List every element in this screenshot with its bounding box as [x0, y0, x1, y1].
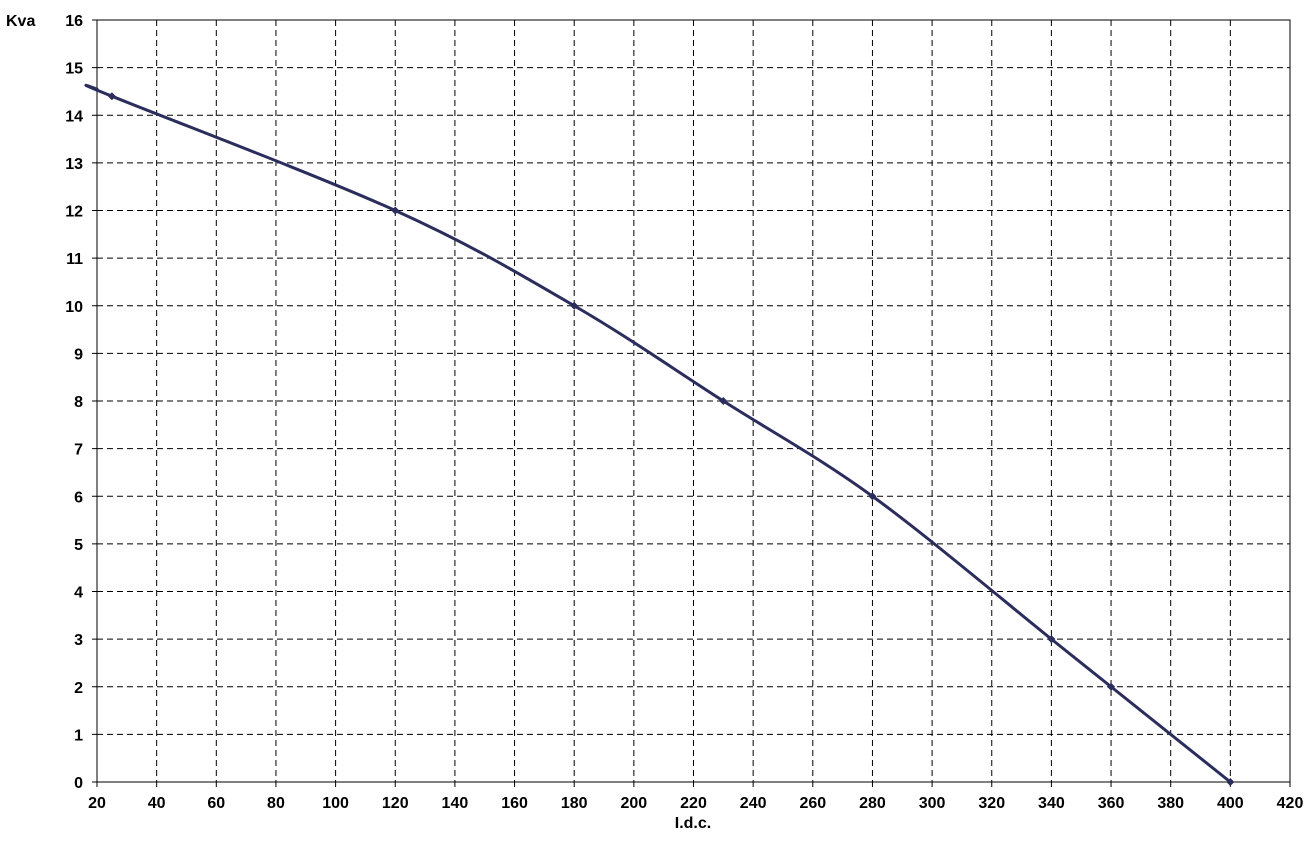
series	[84, 83, 1235, 786]
x-tick-label: 20	[88, 795, 106, 812]
x-tick-label: 160	[501, 795, 528, 812]
y-axis-label: Kva	[6, 13, 35, 30]
y-tick-label: 5	[74, 537, 83, 554]
grid	[97, 20, 1290, 782]
axes	[92, 19, 1291, 787]
x-tick-label: 320	[978, 795, 1005, 812]
x-tick-label: 180	[561, 795, 588, 812]
y-tick-label: 14	[65, 108, 83, 125]
data-point	[107, 92, 116, 101]
data-point	[719, 397, 728, 405]
data-point	[1226, 778, 1235, 786]
x-axis-label: I.d.c.	[675, 815, 711, 832]
x-tick-label: 300	[919, 795, 946, 812]
y-tick-label: 3	[74, 632, 83, 649]
x-tick-label: 360	[1098, 795, 1125, 812]
x-tick-label: 200	[620, 795, 647, 812]
data-point	[868, 492, 877, 501]
data-point	[391, 206, 400, 215]
x-tick-label: 400	[1217, 795, 1244, 812]
plot-frame	[96, 19, 1291, 783]
data-point	[1107, 682, 1116, 691]
y-tick-label: 16	[65, 13, 83, 30]
x-tick-label: 120	[382, 795, 409, 812]
x-tick-label: 140	[442, 795, 469, 812]
y-tick-label: 15	[65, 61, 83, 78]
data-point	[1047, 635, 1056, 644]
x-tick-label: 80	[267, 795, 285, 812]
x-tick-label: 380	[1157, 795, 1184, 812]
y-tick-label: 0	[74, 775, 83, 792]
y-tick-label: 6	[74, 489, 83, 506]
x-tick-label: 100	[322, 795, 349, 812]
tick-labels: 20 40 60 80 100 120 140 160 180 200 220 240 260 280 30…	[65, 13, 1303, 812]
x-tick-label: 280	[859, 795, 886, 812]
y-tick-label: 2	[74, 680, 83, 697]
y-tick-label: 10	[65, 299, 83, 316]
y-tick-label: 4	[74, 585, 83, 602]
x-tick-label: 340	[1038, 795, 1065, 812]
x-tick-label: 40	[148, 795, 166, 812]
series-line	[84, 83, 1232, 784]
data-point	[570, 301, 579, 310]
x-tick-label: 240	[740, 795, 767, 812]
y-tick-label: 12	[65, 204, 83, 221]
x-tick-label: 420	[1277, 795, 1304, 812]
y-tick-label: 8	[74, 394, 83, 411]
x-tick-label: 60	[207, 795, 225, 812]
y-tick-label: 7	[74, 442, 83, 459]
y-tick-label: 13	[65, 156, 83, 173]
x-tick-label: 220	[680, 795, 707, 812]
y-tick-label: 11	[66, 251, 83, 268]
y-tick-label: 1	[74, 727, 83, 744]
x-tick-label: 260	[799, 795, 826, 812]
y-tick-label: 9	[74, 346, 83, 363]
